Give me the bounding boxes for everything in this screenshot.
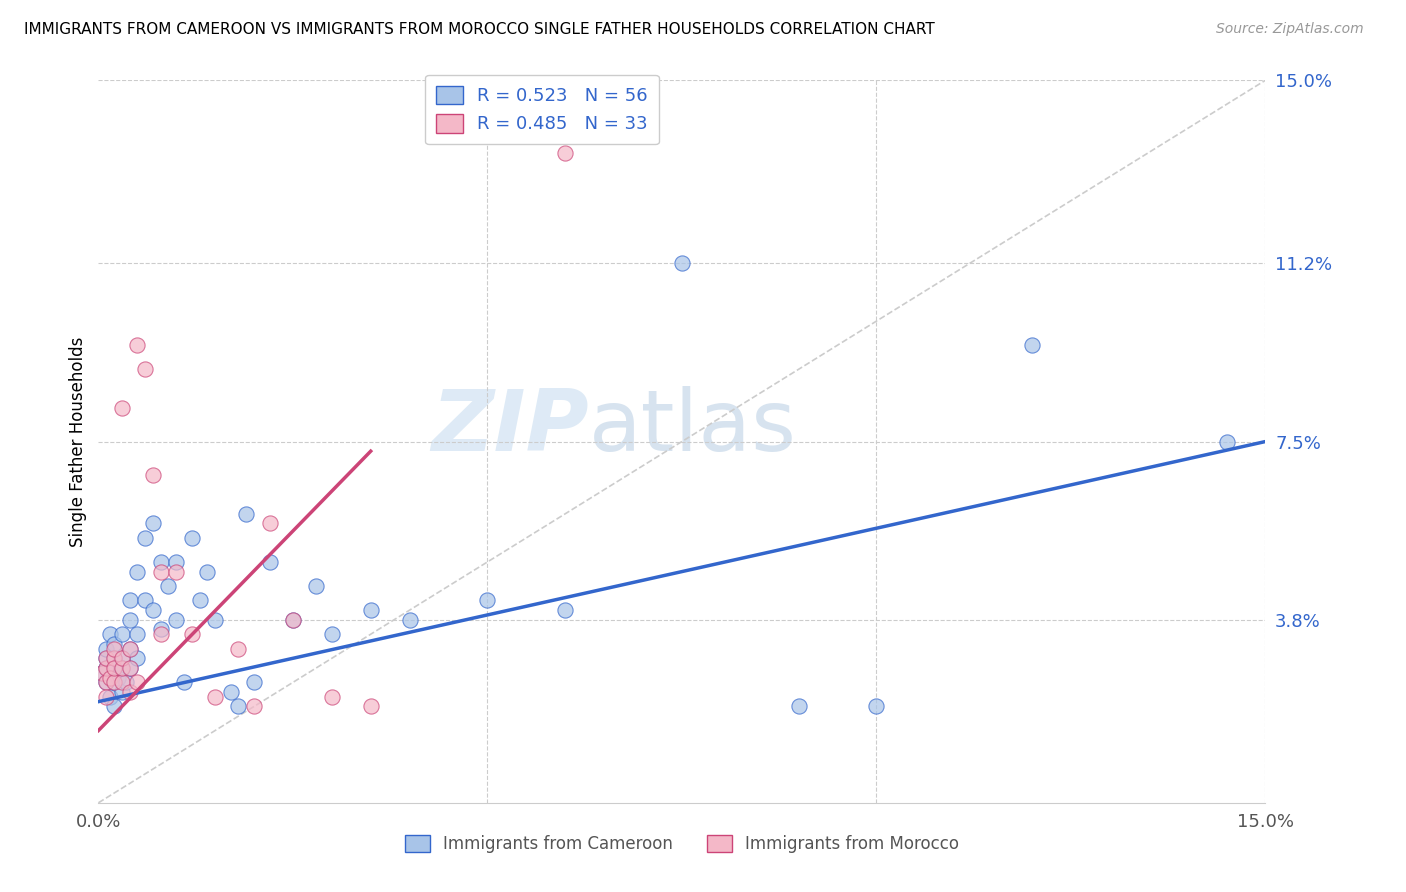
- Point: [554, 145, 576, 160]
- Point: [142, 468, 165, 483]
- Point: [180, 531, 202, 545]
- Point: [103, 651, 125, 665]
- Point: [188, 593, 211, 607]
- Text: atlas: atlas: [589, 385, 797, 468]
- Point: [103, 651, 125, 665]
- Point: [111, 685, 134, 699]
- Point: [195, 565, 218, 579]
- Point: [98, 671, 121, 685]
- Point: [149, 555, 172, 569]
- Point: [787, 699, 810, 714]
- Point: [243, 675, 266, 690]
- Point: [134, 593, 156, 607]
- Point: [103, 641, 125, 656]
- Point: [671, 256, 693, 270]
- Point: [554, 603, 576, 617]
- Point: [103, 661, 125, 675]
- Point: [477, 593, 499, 607]
- Text: IMMIGRANTS FROM CAMEROON VS IMMIGRANTS FROM MOROCCO SINGLE FATHER HOUSEHOLDS COR: IMMIGRANTS FROM CAMEROON VS IMMIGRANTS F…: [24, 22, 935, 37]
- Point: [204, 613, 226, 627]
- Point: [149, 627, 172, 641]
- Point: [865, 699, 887, 714]
- Point: [103, 675, 125, 690]
- Point: [118, 641, 141, 656]
- Point: [360, 699, 382, 714]
- Text: ZIP: ZIP: [430, 385, 589, 468]
- Point: [118, 593, 141, 607]
- Point: [111, 651, 134, 665]
- Point: [173, 675, 195, 690]
- Point: [127, 627, 149, 641]
- Point: [96, 690, 118, 704]
- Point: [103, 675, 125, 690]
- Point: [243, 699, 266, 714]
- Point: [134, 362, 156, 376]
- Point: [118, 661, 141, 675]
- Point: [127, 651, 149, 665]
- Point: [219, 685, 242, 699]
- Point: [305, 579, 328, 593]
- Point: [360, 603, 382, 617]
- Point: [165, 555, 187, 569]
- Point: [118, 613, 141, 627]
- Point: [321, 627, 343, 641]
- Point: [96, 661, 118, 675]
- Point: [111, 651, 134, 665]
- Point: [103, 699, 125, 714]
- Point: [228, 699, 250, 714]
- Point: [1021, 338, 1043, 352]
- Point: [98, 690, 121, 704]
- Point: [118, 641, 141, 656]
- Point: [180, 627, 202, 641]
- Point: [127, 338, 149, 352]
- Point: [103, 661, 125, 675]
- Point: [118, 685, 141, 699]
- Point: [96, 641, 118, 656]
- Point: [111, 675, 134, 690]
- Point: [111, 661, 134, 675]
- Point: [96, 675, 118, 690]
- Point: [259, 516, 281, 531]
- Point: [91, 665, 114, 680]
- Y-axis label: Single Father Households: Single Father Households: [69, 336, 87, 547]
- Point: [118, 661, 141, 675]
- Legend: Immigrants from Cameroon, Immigrants from Morocco: Immigrants from Cameroon, Immigrants fro…: [398, 828, 966, 860]
- Point: [157, 579, 180, 593]
- Point: [149, 623, 172, 637]
- Point: [281, 613, 304, 627]
- Point: [107, 671, 129, 685]
- Point: [127, 565, 149, 579]
- Point: [103, 637, 125, 651]
- Point: [96, 675, 118, 690]
- Point: [228, 641, 250, 656]
- Point: [204, 690, 226, 704]
- Point: [165, 613, 187, 627]
- Point: [235, 507, 257, 521]
- Point: [111, 627, 134, 641]
- Point: [259, 555, 281, 569]
- Point: [142, 516, 165, 531]
- Point: [142, 603, 165, 617]
- Point: [134, 531, 156, 545]
- Text: Source: ZipAtlas.com: Source: ZipAtlas.com: [1216, 22, 1364, 37]
- Point: [111, 661, 134, 675]
- Point: [321, 690, 343, 704]
- Point: [96, 651, 118, 665]
- Point: [91, 665, 114, 680]
- Point: [165, 565, 187, 579]
- Point: [149, 565, 172, 579]
- Point: [98, 627, 121, 641]
- Point: [96, 651, 118, 665]
- Point: [127, 675, 149, 690]
- Point: [96, 661, 118, 675]
- Point: [281, 613, 304, 627]
- Point: [398, 613, 420, 627]
- Point: [1215, 434, 1237, 449]
- Point: [111, 401, 134, 415]
- Point: [114, 675, 136, 690]
